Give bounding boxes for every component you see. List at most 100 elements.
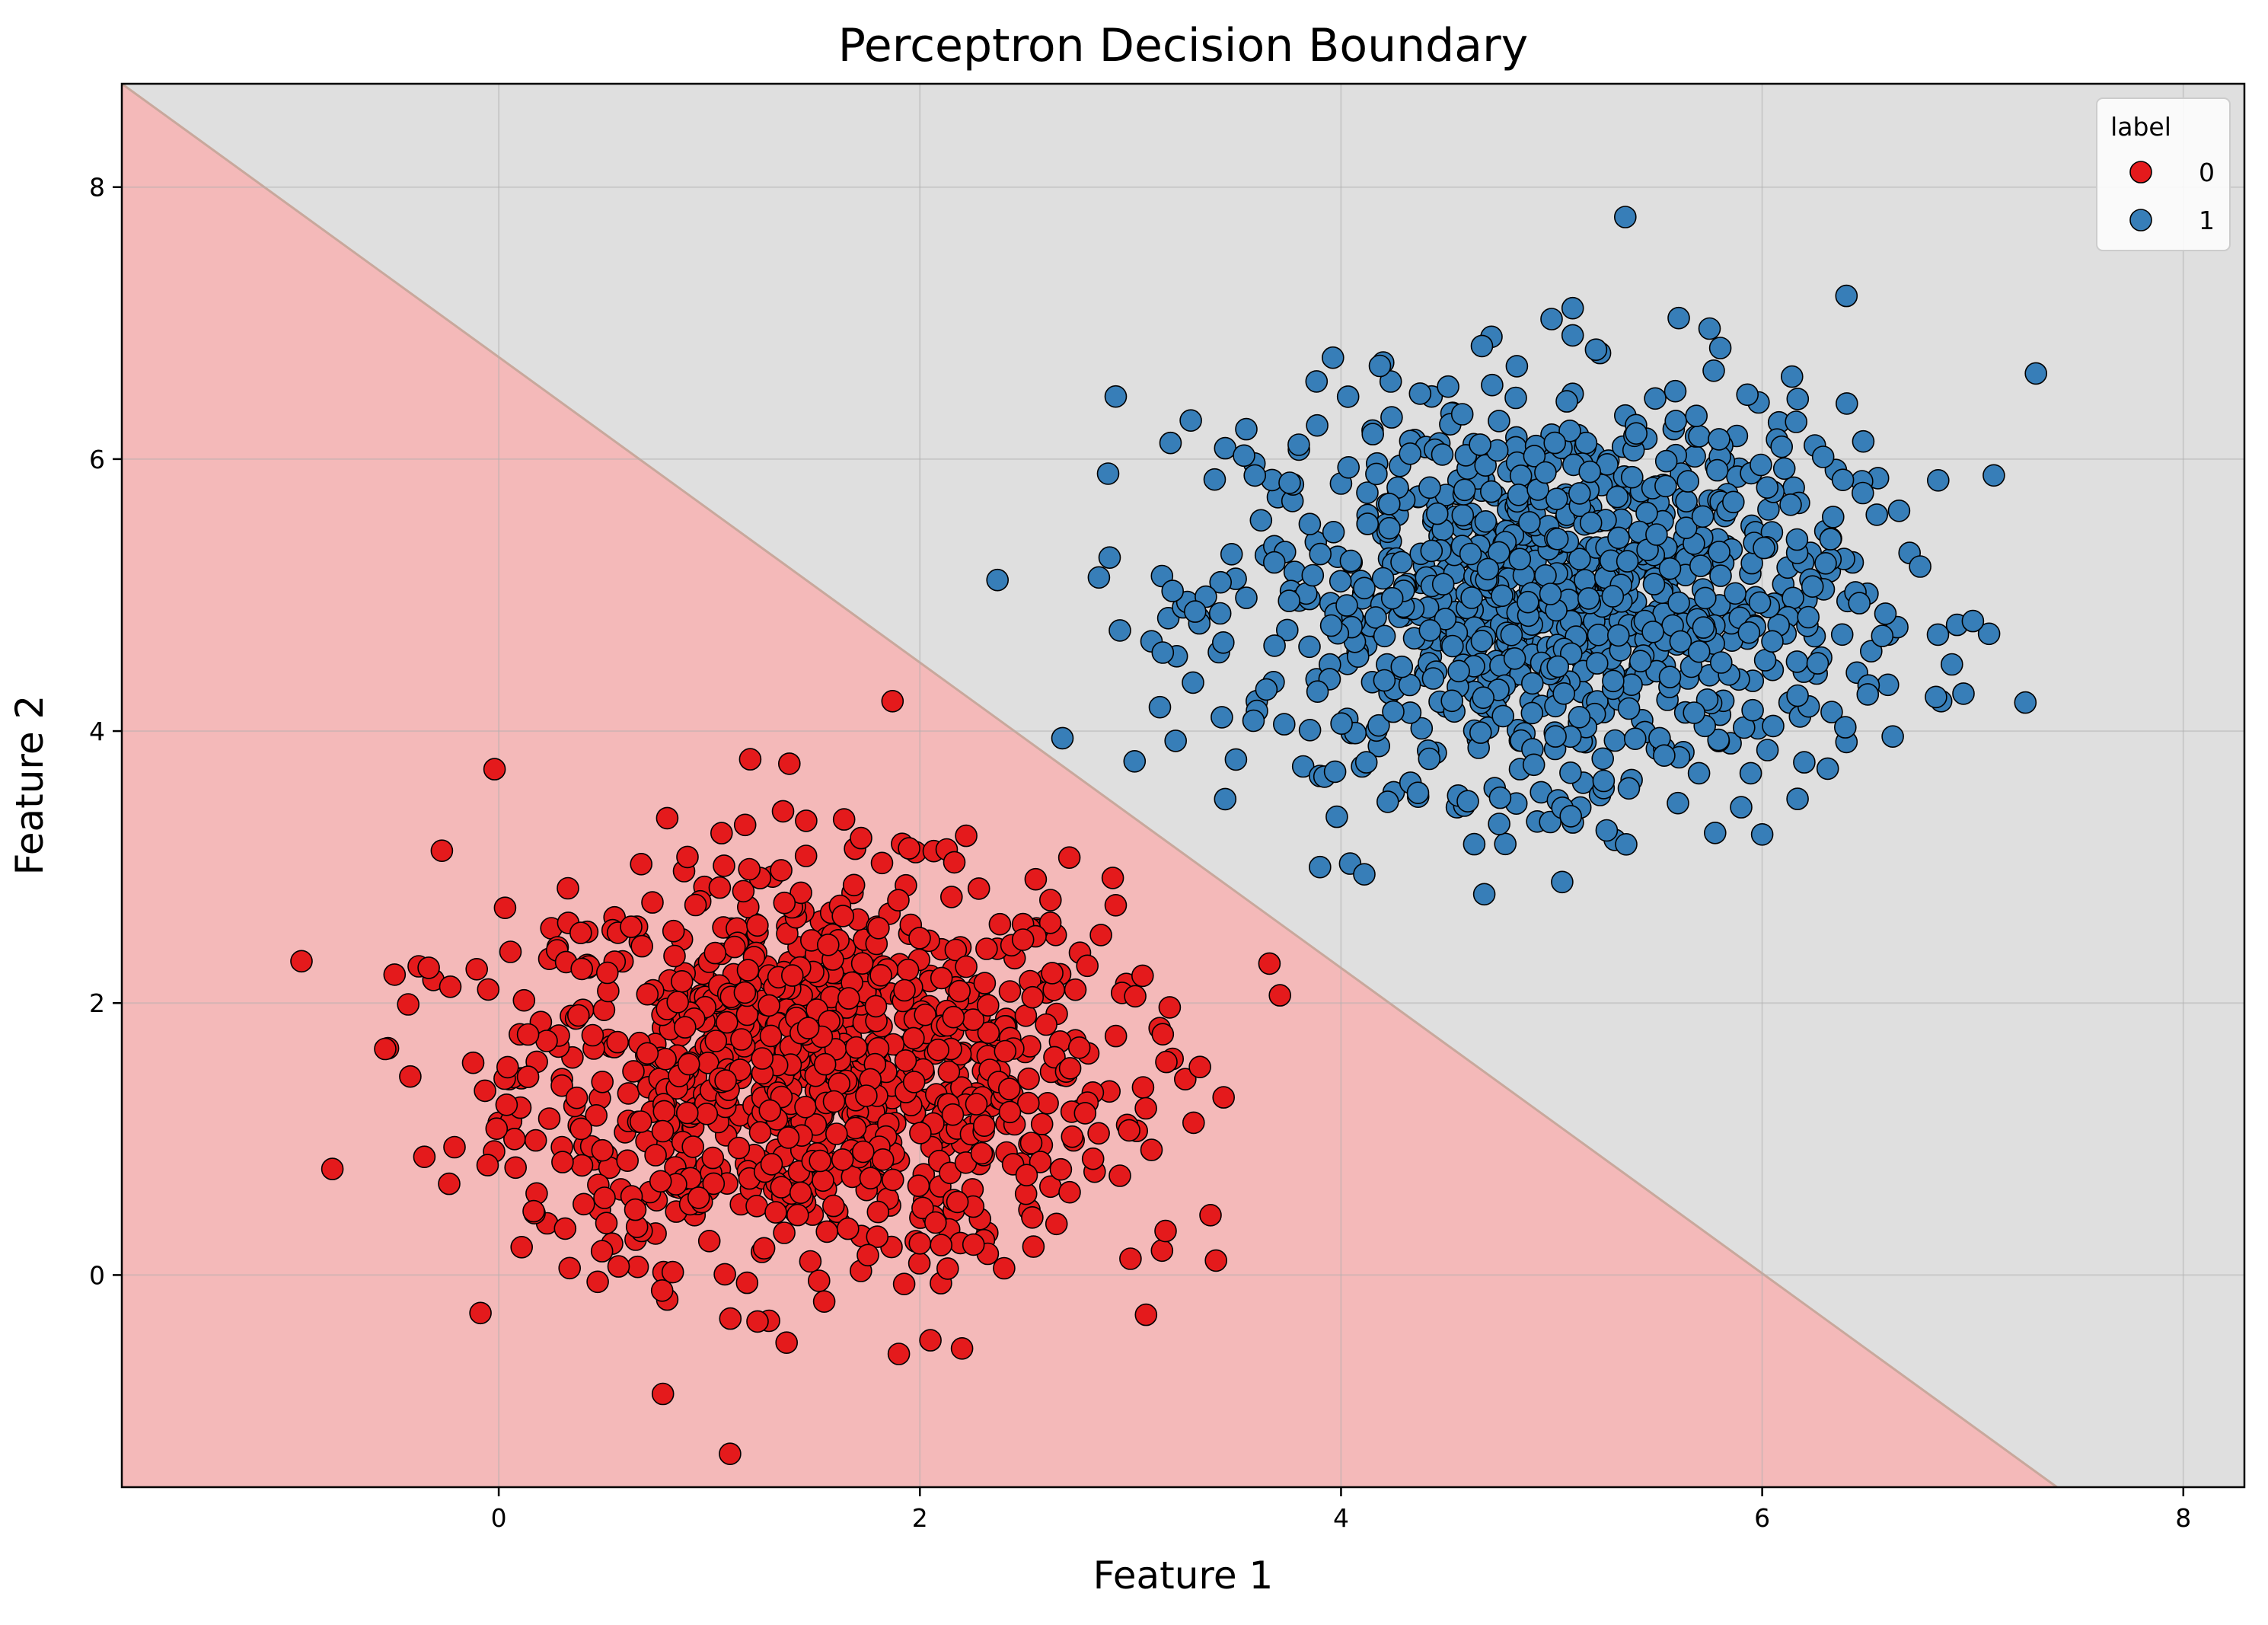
data-point-class-0 (746, 1196, 767, 1217)
data-point-class-0 (925, 1212, 946, 1234)
data-point-class-1 (1587, 624, 1609, 646)
data-point-class-0 (1088, 1122, 1109, 1144)
data-point-class-1 (1724, 583, 1746, 604)
data-point-class-0 (685, 895, 707, 916)
data-point-class-1 (1794, 752, 1815, 773)
data-point-class-1 (1556, 391, 1577, 412)
data-point-class-0 (1189, 1056, 1211, 1077)
data-point-class-1 (1578, 588, 1600, 609)
data-point-class-1 (1708, 429, 1730, 450)
data-point-class-0 (895, 1050, 917, 1071)
data-point-class-0 (653, 1100, 675, 1122)
data-point-class-1 (1437, 376, 1459, 397)
data-point-class-0 (739, 749, 761, 770)
data-point-class-0 (860, 1167, 882, 1189)
data-point-class-1 (1668, 592, 1689, 614)
data-point-class-1 (1165, 730, 1186, 752)
data-point-class-0 (736, 1272, 758, 1294)
data-point-class-1 (1383, 701, 1404, 723)
legend-marker-class-1 (2130, 209, 2152, 231)
data-point-class-0 (724, 937, 745, 958)
data-point-class-1 (1322, 347, 1344, 369)
data-point-class-0 (675, 1017, 696, 1038)
data-point-class-1 (1307, 681, 1329, 702)
data-point-class-0 (688, 1187, 710, 1208)
data-point-class-0 (1025, 869, 1046, 890)
data-point-class-1 (1621, 674, 1642, 695)
data-point-class-0 (944, 851, 965, 873)
data-point-class-0 (976, 938, 997, 959)
data-point-class-1 (1421, 540, 1442, 561)
data-point-class-0 (631, 936, 652, 957)
data-point-class-0 (593, 999, 614, 1020)
data-point-class-1 (1370, 356, 1391, 377)
data-point-class-0 (1200, 1205, 1221, 1226)
data-point-class-1 (1521, 702, 1542, 723)
data-point-class-1 (1419, 477, 1440, 498)
y-tick-label: 6 (89, 445, 105, 474)
data-point-class-1 (1815, 553, 1836, 574)
data-point-class-0 (856, 1085, 877, 1106)
data-point-class-1 (1408, 782, 1429, 803)
data-point-class-1 (1052, 727, 1073, 749)
data-point-class-0 (898, 838, 920, 859)
data-point-class-0 (846, 1037, 867, 1058)
data-point-class-0 (870, 965, 892, 986)
data-point-class-1 (1338, 457, 1359, 478)
data-point-class-1 (1711, 652, 1732, 673)
data-point-class-1 (1740, 762, 1762, 784)
data-point-class-1 (1236, 587, 1257, 608)
data-point-class-1 (1587, 653, 1608, 674)
y-axis-label: Feature 2 (8, 695, 52, 876)
data-point-class-0 (937, 1258, 959, 1279)
data-point-class-1 (1782, 366, 1803, 388)
data-point-class-0 (1205, 1250, 1227, 1271)
data-point-class-0 (617, 1083, 639, 1104)
data-point-class-1 (1357, 513, 1378, 535)
data-point-class-1 (1562, 298, 1584, 319)
data-point-class-0 (1046, 1213, 1067, 1234)
data-point-class-0 (818, 934, 839, 956)
data-point-class-1 (1625, 728, 1646, 749)
data-point-class-0 (1040, 889, 1061, 911)
data-point-class-1 (1925, 686, 1947, 707)
data-point-class-0 (894, 980, 915, 1001)
data-point-class-0 (652, 1384, 674, 1405)
data-point-class-1 (1852, 483, 1874, 504)
data-point-class-1 (1670, 631, 1691, 652)
data-point-class-0 (375, 1039, 396, 1060)
data-point-class-0 (1059, 1182, 1080, 1203)
data-point-class-1 (1786, 651, 1807, 672)
data-point-class-1 (1409, 383, 1431, 404)
data-point-class-1 (1750, 455, 1772, 476)
data-point-class-0 (1059, 847, 1080, 868)
data-point-class-1 (1494, 833, 1516, 854)
data-point-class-0 (656, 807, 678, 828)
data-point-class-1 (1852, 431, 1874, 452)
data-point-class-0 (815, 1054, 836, 1075)
data-point-class-1 (1787, 788, 1808, 809)
data-point-class-0 (587, 1271, 608, 1292)
data-point-class-0 (1050, 1159, 1071, 1180)
data-point-class-1 (1737, 384, 1758, 405)
data-point-class-1 (1510, 465, 1532, 487)
data-point-class-1 (1562, 324, 1584, 346)
data-point-class-0 (747, 1311, 768, 1332)
y-tick-label: 4 (89, 717, 105, 746)
data-point-class-0 (518, 1066, 539, 1087)
data-point-class-1 (1668, 308, 1689, 329)
data-point-class-1 (1152, 642, 1173, 663)
data-point-class-0 (796, 810, 817, 832)
x-tick-label: 6 (1754, 1503, 1770, 1533)
data-point-class-0 (799, 1251, 821, 1272)
data-point-class-1 (1501, 624, 1522, 646)
data-point-class-1 (1461, 587, 1482, 608)
data-point-class-0 (709, 877, 730, 899)
data-point-class-1 (1683, 702, 1705, 723)
data-point-class-1 (1602, 586, 1623, 607)
data-point-class-1 (1506, 356, 1527, 377)
data-point-class-0 (850, 828, 872, 849)
data-point-class-0 (431, 840, 452, 861)
data-point-class-1 (1452, 404, 1473, 425)
data-point-class-0 (931, 967, 952, 988)
